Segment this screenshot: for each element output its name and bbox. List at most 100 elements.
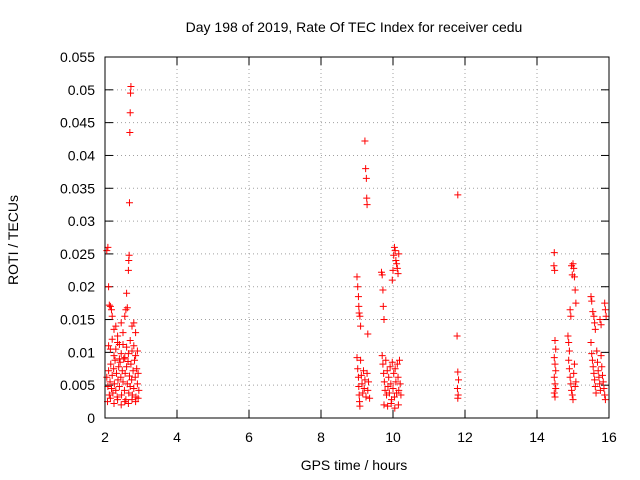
data-point xyxy=(119,378,127,386)
data-point xyxy=(124,266,132,274)
grid xyxy=(105,57,609,418)
data-point xyxy=(568,386,576,394)
data-point xyxy=(455,376,463,384)
data-point xyxy=(593,347,601,355)
data-point xyxy=(366,394,374,402)
data-point xyxy=(126,382,134,390)
data-point xyxy=(550,373,558,381)
data-point xyxy=(394,373,402,381)
data-point xyxy=(110,365,118,373)
data-point xyxy=(115,363,123,371)
data-point xyxy=(379,360,387,368)
data-point xyxy=(128,376,136,384)
data-point xyxy=(127,360,135,368)
y-axis-label: ROTI / TECUs xyxy=(5,195,21,285)
data-point xyxy=(124,350,132,358)
x-tick-label: 12 xyxy=(457,429,473,445)
data-point xyxy=(121,369,129,377)
data-point xyxy=(353,273,361,281)
data-point xyxy=(127,89,135,97)
data-point xyxy=(354,365,362,373)
data-point xyxy=(130,384,138,392)
data-point xyxy=(108,371,116,379)
data-point xyxy=(394,270,402,278)
data-point xyxy=(594,367,602,375)
data-point xyxy=(551,266,559,274)
data-point xyxy=(382,356,390,364)
data-point xyxy=(359,367,367,375)
y-tick-label: 0.02 xyxy=(68,279,95,295)
data-point xyxy=(392,256,400,264)
data-point xyxy=(587,339,595,347)
data-point xyxy=(357,371,365,379)
data-points xyxy=(103,83,610,412)
y-tick-label: 0.025 xyxy=(60,246,95,262)
data-point xyxy=(104,243,112,251)
data-point xyxy=(390,369,398,377)
data-point xyxy=(551,393,559,401)
data-point xyxy=(354,283,362,291)
data-point xyxy=(113,369,121,377)
data-point xyxy=(387,400,395,408)
data-point xyxy=(364,330,372,338)
data-point xyxy=(567,380,575,388)
data-point xyxy=(394,401,402,409)
data-point xyxy=(126,337,134,345)
data-point xyxy=(588,350,596,358)
data-point xyxy=(599,378,607,386)
data-point xyxy=(597,352,605,360)
data-point xyxy=(601,391,609,399)
data-point xyxy=(569,260,577,268)
data-point xyxy=(592,389,600,397)
data-point xyxy=(130,319,138,327)
data-point xyxy=(385,389,393,397)
data-point xyxy=(105,301,113,309)
data-point xyxy=(454,191,462,199)
data-point xyxy=(361,137,369,145)
data-point xyxy=(395,250,403,258)
data-point xyxy=(120,386,128,394)
data-point xyxy=(105,283,113,291)
y-tick-label: 0 xyxy=(87,410,95,426)
data-point xyxy=(589,308,597,316)
data-point xyxy=(601,306,609,314)
data-point xyxy=(121,312,129,320)
data-point xyxy=(389,384,397,392)
data-point xyxy=(110,380,118,388)
data-point xyxy=(362,174,370,182)
data-point xyxy=(380,369,388,377)
data-point xyxy=(565,365,573,373)
y-tick-label: 0.04 xyxy=(68,147,95,163)
data-point xyxy=(360,384,368,392)
y-tick-label: 0.055 xyxy=(60,49,95,65)
data-point xyxy=(379,302,387,310)
data-point xyxy=(591,376,599,384)
data-point xyxy=(597,321,605,329)
data-point xyxy=(566,373,574,381)
data-point xyxy=(106,378,114,386)
data-point xyxy=(355,302,363,310)
data-point xyxy=(364,386,372,394)
data-point xyxy=(355,309,363,317)
data-point xyxy=(596,316,604,324)
data-point xyxy=(123,289,131,297)
data-point xyxy=(123,304,131,312)
data-point xyxy=(390,393,398,401)
data-point xyxy=(391,404,399,412)
data-point xyxy=(566,306,574,314)
data-point xyxy=(125,199,133,207)
data-point xyxy=(361,376,369,384)
data-point xyxy=(123,363,131,371)
data-point xyxy=(572,299,580,307)
data-point xyxy=(602,312,610,320)
data-point xyxy=(125,251,133,259)
data-point xyxy=(363,194,371,202)
data-point xyxy=(589,363,597,371)
data-point xyxy=(126,128,134,136)
data-point xyxy=(353,354,361,362)
data-point xyxy=(395,386,403,394)
data-point xyxy=(569,396,577,404)
data-point xyxy=(135,386,143,394)
data-point xyxy=(107,306,115,314)
